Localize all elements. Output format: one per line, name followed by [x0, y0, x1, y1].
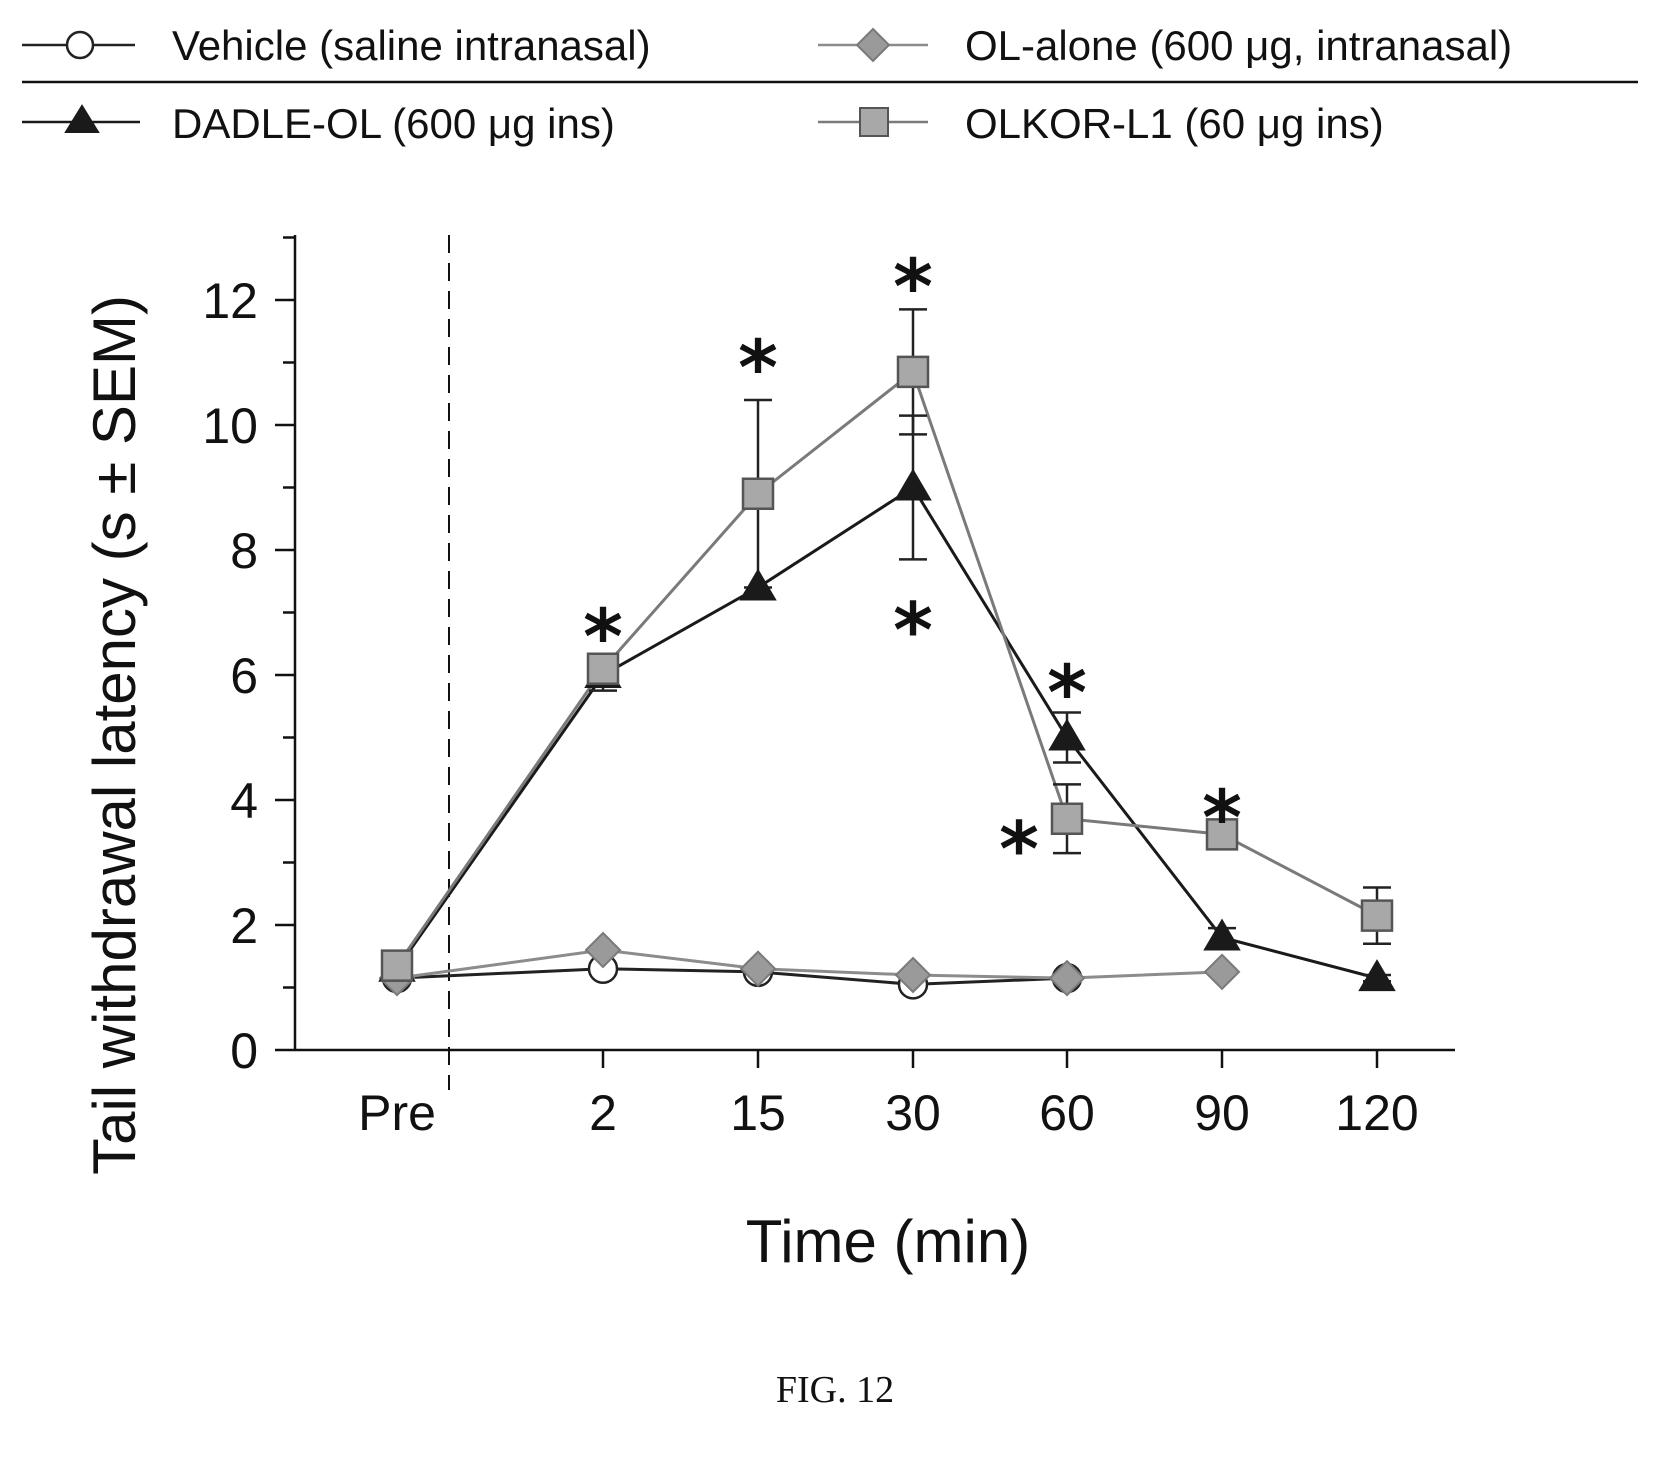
- series-line: [395, 369, 1378, 967]
- legend-marker-dadle-ol: [64, 104, 100, 133]
- annotations: ****** *: [583, 242, 1242, 894]
- x-tick-label: 2: [589, 1085, 617, 1141]
- y-tick-label: 8: [230, 523, 258, 579]
- axes: 0 2 4 6 8 10 12 Pre 2 15 30 60 90 120: [202, 235, 1455, 1141]
- legend-label-dadle-ol: DADLE-OL (600 μg ins): [172, 100, 615, 147]
- legend-entry-dadle-ol: DADLE-OL (600 μg ins): [22, 100, 615, 147]
- data-point-square: [1360, 899, 1394, 932]
- legend-entry-vehicle: Vehicle (saline intranasal): [22, 22, 651, 69]
- x-tick-label: 120: [1335, 1085, 1418, 1141]
- significance-marker: *: [893, 242, 933, 331]
- series-lines: [395, 369, 1378, 986]
- y-tick-label: 2: [230, 898, 258, 954]
- legend-entry-olkor-l1: OLKOR-L1 (60 μg ins): [818, 100, 1384, 147]
- significance-marker: *: [1047, 648, 1087, 737]
- x-tick-label: Pre: [358, 1085, 436, 1141]
- legend: Vehicle (saline intranasal) OL-alone (60…: [22, 22, 1638, 147]
- data-point-square: [896, 355, 930, 389]
- data-point-square: [1050, 802, 1084, 835]
- data-point-triangle: [739, 568, 777, 601]
- data-point-triangle: [1203, 918, 1241, 951]
- series-line: [396, 948, 1223, 980]
- legend-marker-ol-alone: [855, 27, 891, 63]
- y-tick-label: 6: [230, 648, 258, 704]
- legend-label-olkor-l1: OLKOR-L1 (60 μg ins): [965, 100, 1384, 147]
- data-point-diamond: [1203, 953, 1241, 991]
- data-point-square: [741, 477, 775, 510]
- error-bars: [589, 308, 1391, 983]
- y-tick-label: 0: [230, 1023, 258, 1079]
- x-tick-label: 60: [1039, 1085, 1095, 1141]
- x-tick-label: 30: [885, 1085, 941, 1141]
- legend-label-vehicle: Vehicle (saline intranasal): [172, 22, 651, 69]
- figure-caption: FIG. 12: [776, 1369, 894, 1411]
- data-point-diamond: [1048, 959, 1086, 997]
- data-point-square: [1205, 818, 1239, 851]
- x-tick-label: 90: [1194, 1085, 1250, 1141]
- y-tick-label: 12: [202, 273, 258, 329]
- y-tick-label: 4: [230, 773, 258, 829]
- y-axis-label: Tail withdrawal latency (s ± SEM): [81, 295, 148, 1175]
- data-point-triangle: [1358, 959, 1396, 992]
- legend-marker-vehicle: [65, 30, 95, 60]
- data-point-triangle: [894, 468, 932, 501]
- legend-entry-ol-alone: OL-alone (600 μg, intranasal): [818, 22, 1512, 69]
- y-ticks: 0 2 4 6 8 10 12: [202, 236, 295, 1079]
- y-tick-label: 10: [202, 398, 258, 454]
- data-point-diamond: [739, 950, 777, 988]
- significance-marker: *: [999, 804, 1039, 893]
- data-point-diamond: [894, 956, 932, 994]
- significance-marker: *: [1202, 773, 1242, 862]
- legend-label-ol-alone: OL-alone (600 μg, intranasal): [965, 22, 1512, 69]
- data-point-diamond: [584, 931, 622, 969]
- significance-marker: *: [738, 323, 778, 412]
- legend-marker-olkor-l1: [859, 107, 889, 137]
- significance-marker: *: [893, 586, 933, 675]
- data-point-square: [586, 652, 620, 685]
- markers: [378, 355, 1396, 1000]
- x-axis-label: Time (min): [746, 1208, 1030, 1275]
- data-point-square: [380, 949, 414, 982]
- x-ticks: Pre 2 15 30 60 90 120: [358, 1050, 1419, 1141]
- significance-marker: *: [583, 592, 623, 681]
- data-point-triangle: [1048, 718, 1086, 751]
- series-line: [395, 485, 1378, 980]
- x-tick-label: 15: [730, 1085, 786, 1141]
